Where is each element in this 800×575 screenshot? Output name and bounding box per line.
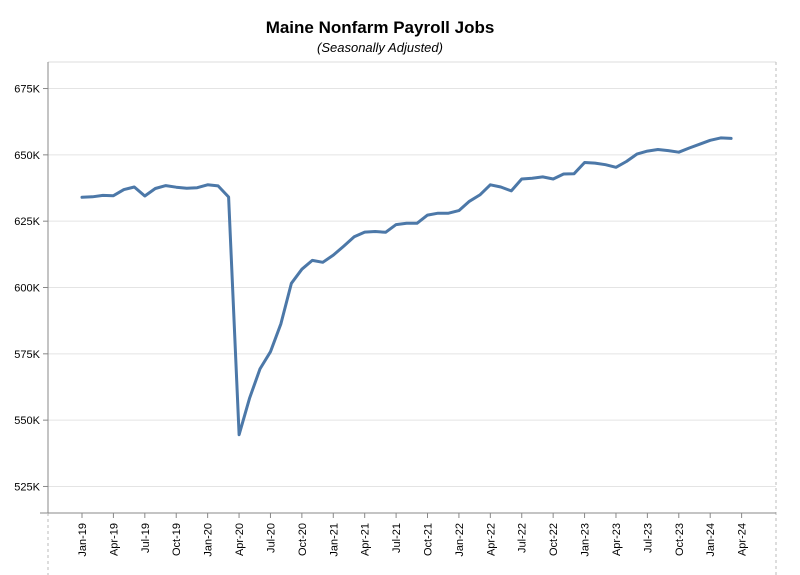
x-tick-label: Oct-23 [674,523,686,556]
chart-title: Maine Nonfarm Payroll Jobs [265,18,495,37]
x-tick-label: Oct-20 [297,523,309,556]
series-layer [80,136,733,437]
x-tick-label: Apr-22 [485,523,497,556]
x-tick-label: Jul-23 [642,523,654,553]
x-tick-label: Oct-22 [548,523,560,556]
series-line [80,136,733,437]
x-tick-label: Apr-19 [108,523,120,556]
x-tick-label: Apr-23 [611,523,623,556]
x-tick-label: Jul-21 [391,523,403,553]
x-tick-label: Jan-23 [580,523,592,557]
y-tick-label: 525K [14,481,40,493]
x-tick-label: Oct-19 [171,523,183,556]
x-tick-label: Jan-24 [705,523,717,557]
axes: 525K 550K 575K 600K 625K 650K 675K Jan-19 Apr-19… [14,62,776,575]
y-tick-label: 575K [14,349,40,361]
x-tick-label: Jul-19 [140,523,152,553]
x-tick-label: Apr-24 [737,523,749,556]
x-tick-label: Jan-19 [77,523,89,557]
x-tick-label: Jan-22 [454,523,466,557]
x-tick-label: Jul-22 [517,523,529,553]
y-tick-label: 675K [14,84,40,96]
y-tick-label: 650K [14,150,40,162]
x-tick-label: Jan-21 [328,523,340,557]
x-tick-label: Jan-20 [203,523,215,557]
gridlines [48,61,777,575]
x-tick-label: Apr-21 [360,523,372,556]
x-tick-label: Oct-21 [423,523,435,556]
y-tick-label: 625K [14,216,40,228]
x-tick-label: Jul-20 [265,523,277,553]
y-tick-label: 550K [14,415,40,427]
y-tick-label: 600K [14,283,40,295]
chart-subtitle: (Seasonally Adjusted) [317,40,443,55]
x-tick-label: Apr-20 [234,523,246,556]
